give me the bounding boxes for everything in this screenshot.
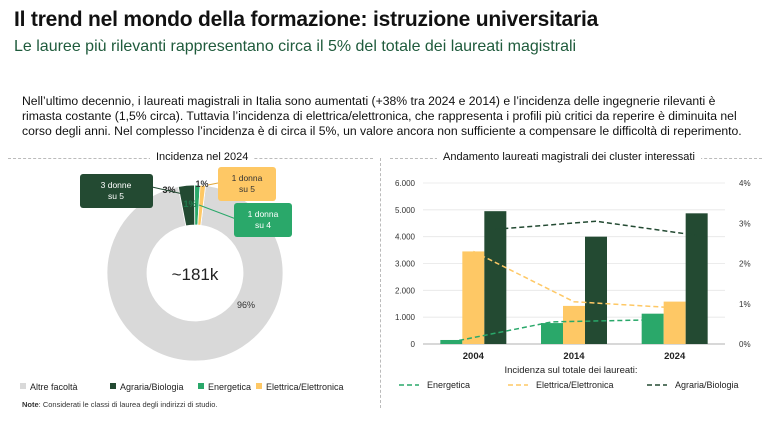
footnote: Note: Considerati le classi di laurea de… — [22, 400, 218, 409]
callout-agraria — [80, 174, 153, 208]
donut-center-label: ~181k — [172, 265, 219, 284]
legend-label-elettrica: Elettrica/Elettronica — [266, 382, 344, 392]
line-energetica — [451, 319, 653, 343]
y-tick-label: 5.000 — [395, 206, 416, 215]
legend-line-label-energetica: Energetica — [427, 380, 470, 390]
callout-elettrica-line1: 1 donna — [232, 173, 263, 183]
callout-agraria-line2: su 5 — [108, 191, 124, 201]
y-tick-label: 2.000 — [395, 286, 416, 295]
line-series-title: Incidenza sul totale dei laureati: — [504, 365, 637, 376]
y2-tick-label: 4% — [739, 179, 751, 188]
slice-label-altre: 96% — [237, 300, 255, 310]
line-elettrica — [472, 250, 675, 309]
legend-swatch-agraria — [110, 383, 116, 389]
x-tick-label: 2024 — [664, 351, 686, 362]
legend-label-altre: Altre facoltà — [30, 382, 78, 392]
legend-line-label-agraria: Agraria/Biologia — [675, 380, 739, 390]
slice-label-energetica: 1% — [183, 199, 196, 209]
divider-vertical — [380, 158, 381, 408]
page-subtitle: Le lauree più rilevanti rappresentano ci… — [14, 38, 577, 55]
slice-label-elettrica: 1% — [195, 179, 208, 189]
y-tick-label: 4.000 — [395, 233, 416, 242]
callout-connector-agraria — [151, 186, 184, 195]
legend-label-agraria: Agraria/Biologia — [120, 382, 184, 392]
y-tick-label: 1.000 — [395, 313, 416, 322]
y-tick-label: 0 — [411, 340, 416, 349]
y-tick-label: 3.000 — [395, 260, 416, 269]
bar-energetica-2004 — [440, 339, 463, 344]
line-agraria — [495, 220, 697, 237]
legend-line-label-elettrica: Elettrica/Elettronica — [536, 380, 614, 390]
intro-paragraph: Nell’ultimo decennio, i laureati magistr… — [22, 94, 742, 138]
callout-energetica-line2: su 4 — [255, 220, 271, 230]
y2-tick-label: 1% — [739, 300, 751, 309]
bar-agraria-2014 — [585, 236, 607, 344]
y2-tick-label: 0% — [739, 340, 751, 349]
y2-tick-label: 2% — [739, 260, 751, 269]
slice-label-agraria: 3% — [162, 185, 175, 195]
bar-elettrica-2024 — [663, 301, 686, 344]
donut-slice-elettrica — [197, 184, 206, 226]
footnote-text: : Considerati le classi di laurea degli … — [38, 400, 218, 409]
footnote-label: Note — [22, 400, 39, 409]
x-tick-label: 2014 — [563, 351, 585, 362]
legend-label-energetica: Energetica — [208, 382, 251, 392]
legend-swatch-altre — [20, 383, 26, 389]
callout-connector-elettrica — [207, 182, 219, 186]
callout-energetica — [234, 203, 292, 237]
y-tick-label: 6.000 — [395, 179, 416, 188]
x-tick-label: 2004 — [463, 351, 485, 362]
donut-chart: ~181k 96% 3% 1% 1% 3 donne su 5 1 donna … — [20, 167, 344, 392]
callout-elettrica — [218, 167, 276, 201]
bar-chart-title: Andamento laureati magistrali dei cluste… — [437, 151, 701, 163]
bar-agraria-2004 — [484, 211, 507, 344]
pie-chart-title: Incidenza nel 2024 — [150, 151, 255, 163]
callout-energetica-line1: 1 donna — [248, 209, 279, 219]
bar-energetica-2014 — [541, 323, 563, 344]
legend-swatch-energetica — [198, 383, 204, 389]
bar-elettrica-2004 — [462, 251, 485, 344]
bar-agraria-2024 — [685, 213, 708, 344]
callout-connector-energetica — [198, 204, 237, 220]
y2-tick-label: 3% — [739, 219, 751, 228]
callout-agraria-line1: 3 donne — [101, 180, 132, 190]
bar-line-chart: 0 1.000 2.000 3.000 4.000 5.000 6.000 0% 1% 2% 3% 4… — [395, 179, 751, 390]
callout-elettrica-line2: su 5 — [239, 184, 255, 194]
legend-swatch-elettrica — [256, 383, 262, 389]
page-title: Il trend nel mondo della formazione: ist… — [14, 8, 599, 31]
bar-elettrica-2014 — [563, 305, 585, 344]
bar-energetica-2024 — [641, 313, 664, 344]
pie-legend: Altre facoltà Agraria/Biologia Energetic… — [20, 382, 344, 392]
line-legend: Energetica Elettrica/Elettronica Agraria… — [399, 380, 739, 390]
